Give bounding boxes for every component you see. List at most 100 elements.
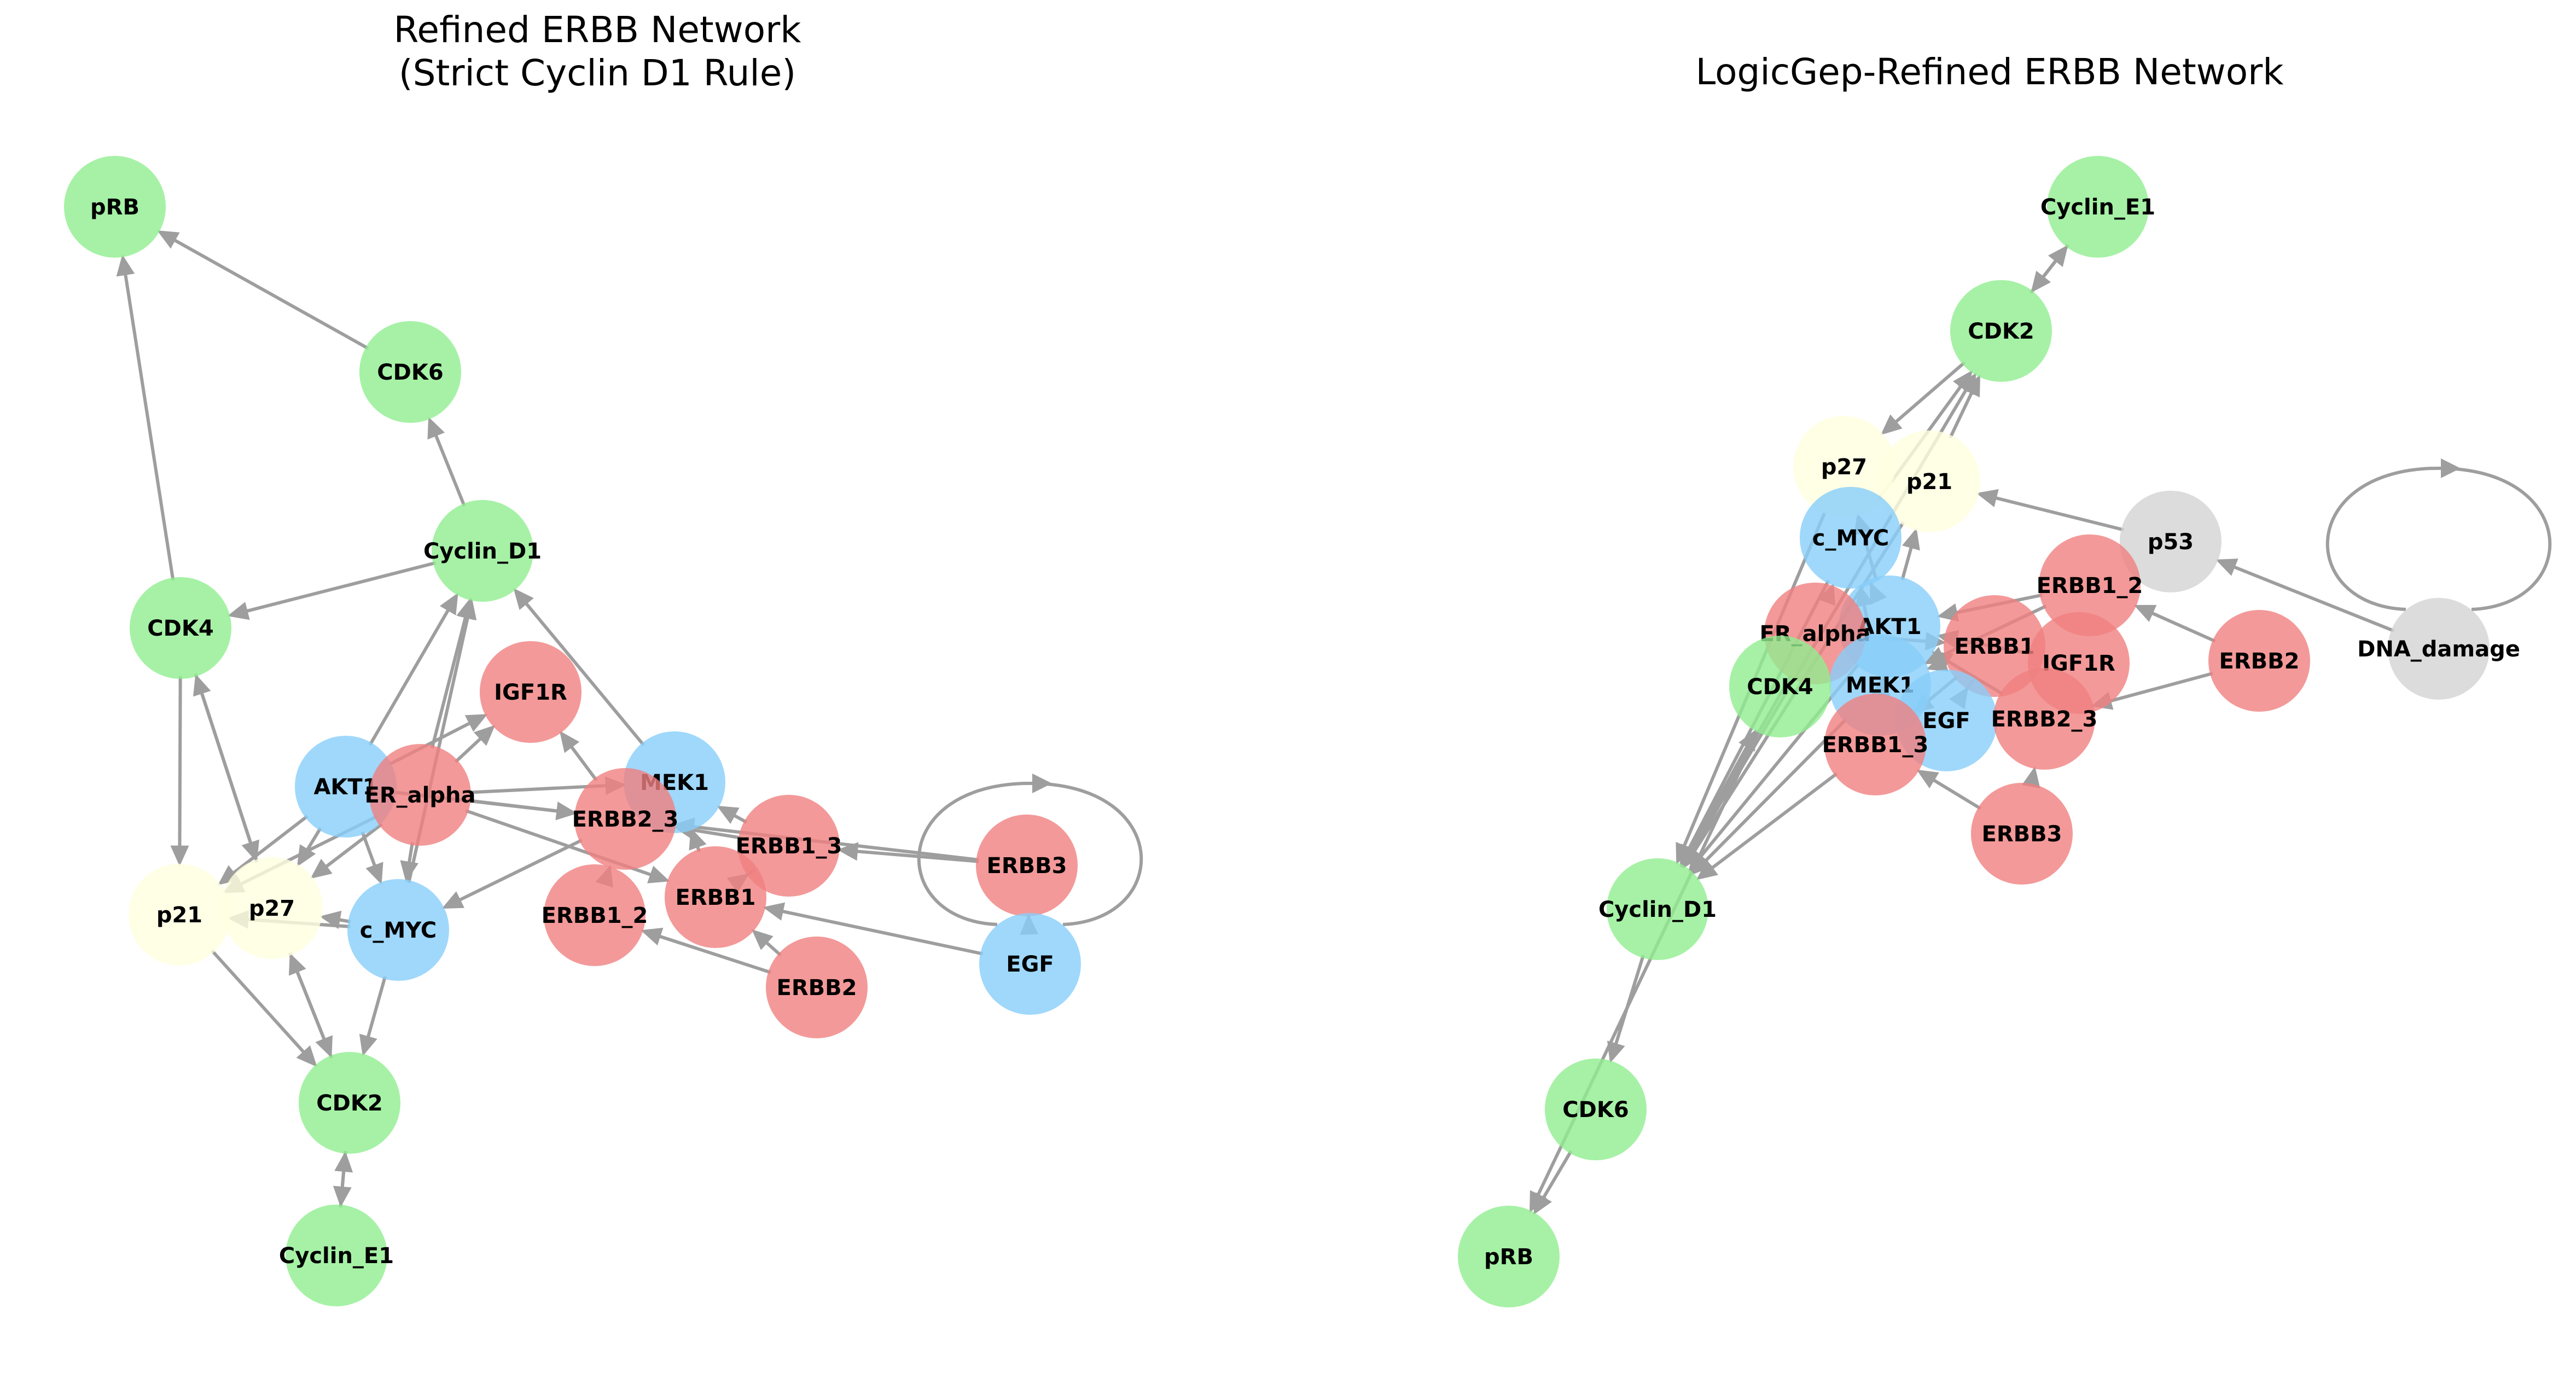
- node-circle-ERBB1_3: [1824, 694, 1926, 795]
- node-ERBB2: ERBB2: [766, 937, 868, 1038]
- node-circle-Cyclin_D1: [1607, 858, 1708, 960]
- node-label-ERBB1_3: ERBB1_3: [736, 834, 842, 859]
- node-Cyclin_D1: Cyclin_D1: [423, 500, 542, 602]
- node-ERBB2: ERBB2: [2208, 610, 2310, 712]
- node-label-Cyclin_D1: Cyclin_D1: [423, 539, 542, 564]
- node-label-c_MYC: c_MYC: [360, 918, 437, 943]
- node-circle-p21: [129, 864, 230, 966]
- node-circle-ERBB1: [665, 846, 766, 948]
- edge-MEK1-to-Cyclin_D1: [513, 588, 645, 746]
- edge-ER_alpha-to-IGF1R: [454, 725, 496, 764]
- edge-CDK6-to-pRB: [1533, 1150, 1573, 1215]
- node-label-ERBB1: ERBB1: [676, 885, 756, 910]
- node-circle-p21: [1879, 431, 1980, 532]
- node-ERBB2_3: ERBB2_3: [1991, 668, 2098, 770]
- node-CDK4: CDK4: [130, 577, 231, 679]
- node-IGF1R: IGF1R: [480, 641, 582, 743]
- node-CDK2: CDK2: [1950, 280, 2052, 382]
- node-label-ERBB1_2: ERBB1_2: [2037, 573, 2143, 598]
- edge-CDK4-to-p21: [170, 676, 189, 867]
- node-circle-ERBB1_2: [2039, 534, 2141, 636]
- node-circle-CDK6: [1545, 1059, 1647, 1160]
- node-circle-p27: [221, 857, 323, 959]
- edge-ERBB2-to-ERBB1: [751, 929, 782, 957]
- node-pRB: pRB: [1458, 1206, 1560, 1307]
- edge-p27-to-CDK4: [193, 673, 259, 863]
- edge-ERBB2_3-to-c_MYC: [441, 839, 583, 909]
- node-label-EGF: EGF: [1922, 708, 1970, 734]
- node-label-p21: p21: [1906, 469, 1952, 495]
- node-circle-ERBB2_3: [1993, 668, 2095, 770]
- node-AKT1: AKT1: [295, 736, 397, 838]
- node-Cyclin_E1: Cyclin_E1: [2040, 156, 2155, 258]
- node-circle-ERBB1_2: [544, 864, 646, 966]
- node-CDK4: CDK4: [1729, 636, 1831, 737]
- node-circle-ERBB1: [1944, 595, 2045, 697]
- node-circle-ERBB2: [2208, 610, 2310, 712]
- node-label-ERBB2: ERBB2: [2219, 649, 2300, 674]
- edge-p21-to-CDK2: [211, 949, 317, 1067]
- edge-CDK6-to-pRB: [157, 230, 369, 350]
- edge-CDK2-to-p27: [1880, 361, 1966, 435]
- edge-Cyclin_E1-to-CDK2: [2031, 243, 2070, 293]
- node-ERBB1_2: ERBB1_2: [542, 864, 648, 966]
- node-circle-Cyclin_E1: [286, 1205, 387, 1306]
- node-label-ERBB2: ERBB2: [777, 975, 857, 1001]
- node-circle-EGF: [979, 913, 1081, 1015]
- edge-ERBB1_3-to-Cyclin_D1: [1696, 772, 1838, 880]
- node-circle-Cyclin_E1: [2047, 156, 2149, 258]
- edge-DNA_damage-to-DNA_damage: [2325, 458, 2552, 611]
- node-p21: p21: [129, 864, 230, 966]
- edge-ERBB2_3-to-IGF1R: [559, 730, 598, 781]
- node-label-ERBB1_3: ERBB1_3: [1822, 732, 1929, 758]
- edge-ERBB1_3-to-MEK1: [717, 805, 748, 824]
- node-circle-ERBB3: [976, 815, 1078, 916]
- node-p21: p21: [1879, 431, 1980, 532]
- node-ERBB1: ERBB1: [665, 846, 766, 948]
- edge-c_MYC-to-CDK2: [359, 976, 387, 1056]
- node-circle-ERBB3: [1971, 783, 2073, 885]
- edge-ERBB2-to-ERBB1_2: [2133, 604, 2216, 643]
- node-ERBB2_3: ERBB2_3: [572, 768, 678, 870]
- edge-MEK1-to-Cyclin_D1: [1691, 718, 1847, 875]
- node-label-ER_alpha: ER_alpha: [365, 783, 476, 808]
- node-label-ERBB2_3: ERBB2_3: [1991, 707, 2098, 732]
- node-label-Cyclin_D1: Cyclin_D1: [1598, 897, 1717, 922]
- node-label-Cyclin_E1: Cyclin_E1: [2040, 195, 2155, 220]
- node-circle-ER_alpha: [369, 744, 471, 846]
- edge-p53-to-p21: [1976, 489, 2125, 532]
- node-Cyclin_E1: Cyclin_E1: [279, 1205, 394, 1306]
- node-c_MYC: c_MYC: [1800, 487, 1902, 589]
- edge-ERBB2-to-ERBB1_2: [641, 927, 771, 974]
- edge-ERBB3-to-ERBB1_3: [1916, 769, 1982, 810]
- node-label-p27: p27: [1821, 455, 1867, 480]
- node-label-ERBB1_2: ERBB1_2: [542, 903, 648, 928]
- node-label-ERBB3: ERBB3: [987, 853, 1067, 879]
- node-DNA_damage: DNA_damage: [2357, 598, 2520, 700]
- node-circle-ERBB1_3: [738, 795, 840, 897]
- node-label-EGF: EGF: [1006, 952, 1054, 977]
- edge-CDK4-to-pRB: [116, 254, 175, 581]
- edge-CDK2-to-p27: [289, 953, 334, 1059]
- node-circle-p53: [2120, 491, 2222, 592]
- node-label-p53: p53: [2148, 530, 2194, 555]
- node-circle-c_MYC: [1800, 487, 1902, 589]
- node-label-CDK4: CDK4: [147, 616, 213, 641]
- node-circle-CDK4: [1729, 636, 1831, 737]
- node-pRB: pRB: [64, 156, 166, 258]
- node-label-CDK6: CDK6: [1562, 1097, 1629, 1123]
- node-CDK6: CDK6: [359, 321, 461, 423]
- node-circle-ERBB2_3: [574, 768, 676, 870]
- node-label-DNA_damage: DNA_damage: [2357, 637, 2520, 662]
- node-label-CDK4: CDK4: [1747, 675, 1813, 700]
- edge-Cyclin_D1-to-CDK4: [227, 561, 437, 620]
- node-label-IGF1R: IGF1R: [494, 680, 567, 705]
- edge-Cyclin_D1-to-CDK6: [427, 416, 466, 507]
- node-circle-pRB: [1458, 1206, 1560, 1307]
- edge-DNA_damage-to-p53: [2216, 559, 2395, 632]
- edge-AKT1-to-c_MYC: [360, 831, 383, 885]
- left-panel-title-line-2: (Strict Cyclin D1 Rule): [399, 52, 796, 94]
- right-network-panel: LogicGep-Refined ERBB Network Cyclin_E1C…: [1458, 51, 2552, 1307]
